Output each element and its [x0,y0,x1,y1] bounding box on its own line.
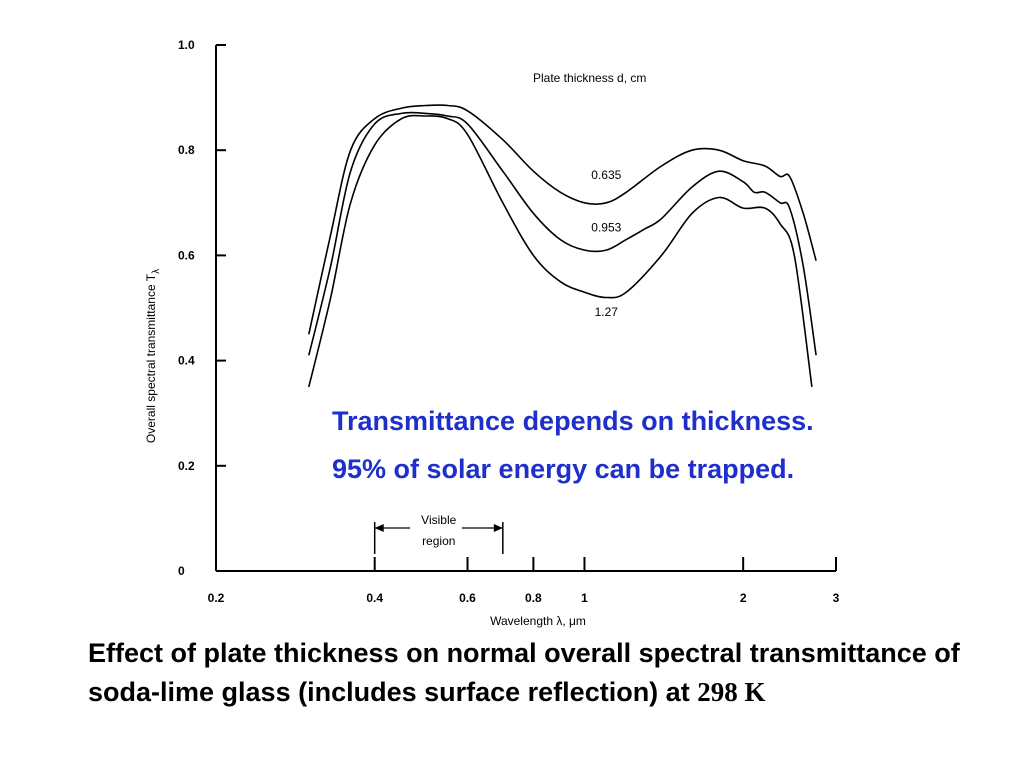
y-tick-label: 1.0 [178,38,195,52]
caption-text: Effect of plate thickness on normal over… [88,638,960,707]
x-tick-label: 1 [581,591,588,605]
series-label-0-635: 0.635 [591,168,621,182]
x-tick-label: 0.8 [525,591,542,605]
chart-labels: Wavelength λ, μm Overall spectral transmi… [144,71,646,628]
x-axis-title: Wavelength λ, μm [490,614,586,628]
x-tick-label: 2 [740,591,747,605]
visible-label-line2: region [422,534,455,548]
chart-curves [308,104,817,388]
x-tick-label: 0.4 [366,591,383,605]
y-axis-title-subscript: λ [151,269,162,274]
x-tick-label: 0.2 [208,591,225,605]
figure-caption: Effect of plate thickness on normal over… [88,634,988,712]
visible-arrowhead-left [374,524,384,532]
caption-temperature: 298 K [697,677,766,707]
series-label-1-27: 1.27 [595,305,619,319]
visible-label-line1: Visible [421,513,456,527]
chart-ticks: 0 0.2 0.4 0.6 0.8 1.0 0.2 0.4 0.6 0.8 1 2 3 [178,38,840,605]
legend-title: Plate thickness d, cm [533,71,646,85]
series-line-0-953 [308,111,817,356]
chart-axes [215,45,836,572]
x-tick-label: 0.6 [459,591,476,605]
y-tick-label: 0.4 [178,354,195,368]
y-tick-label: 0 [178,564,185,578]
y-tick-label: 0.2 [178,459,195,473]
series-line-1-27 [308,114,813,388]
series-label-0-953: 0.953 [591,221,621,235]
y-tick-label: 0.6 [178,248,195,262]
x-tick-label: 3 [833,591,840,605]
y-axis-title: Overall spectral transmittance Tλ [144,269,162,443]
annotation-thickness: Transmittance depends on thickness. [332,406,814,436]
annotation-solar-energy: 95% of solar energy can be trapped. [332,454,795,484]
visible-arrowhead-right [493,524,503,532]
y-tick-label: 0.8 [178,143,195,157]
series-line-0-635 [308,104,817,335]
